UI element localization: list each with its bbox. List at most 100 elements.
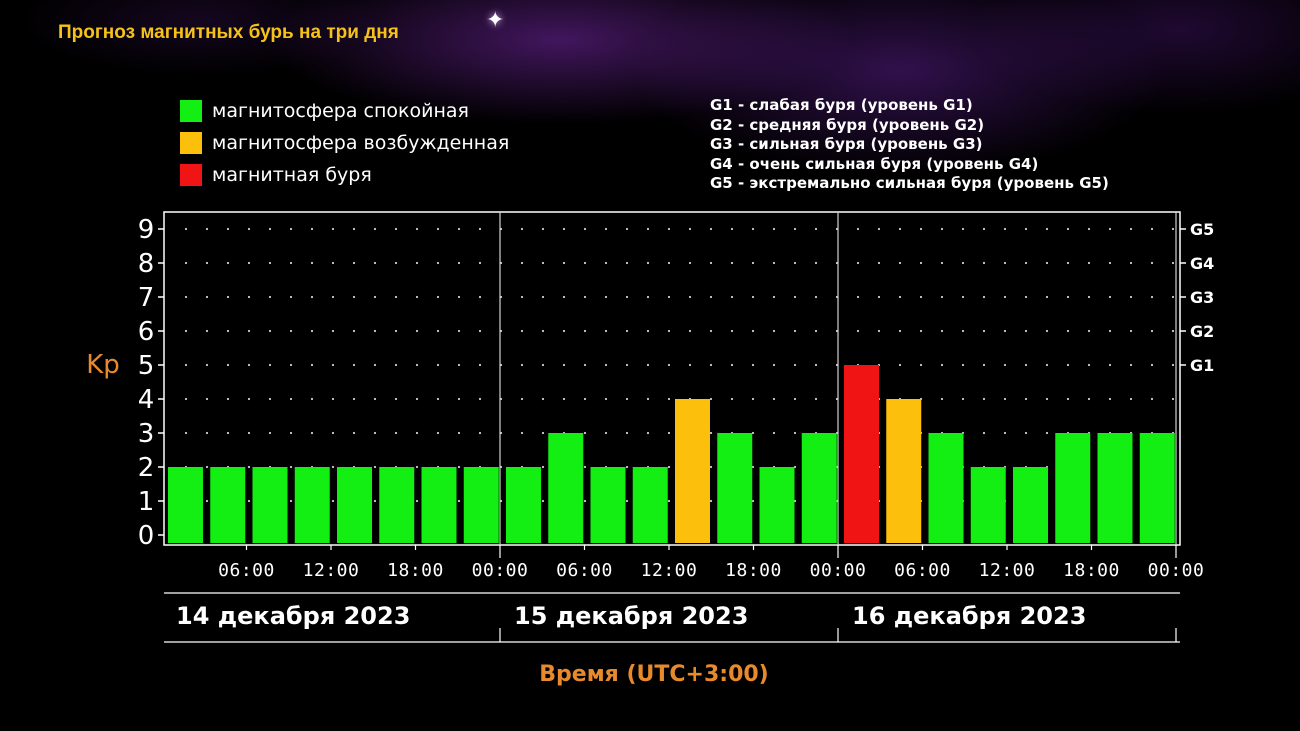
grid-dot <box>730 227 734 231</box>
grid-dot <box>394 329 398 333</box>
y-tick-label: 0 <box>138 521 155 551</box>
grid-dot <box>310 227 314 231</box>
g-level-g4: G4 - очень сильная буря (уровень G4) <box>710 154 1039 173</box>
grid-dot <box>436 227 440 231</box>
grid-dot <box>961 227 965 231</box>
sparkle-icon: ✦ <box>486 8 505 33</box>
grid-dot <box>1087 397 1091 401</box>
grid-dot <box>457 363 461 367</box>
kp-bar <box>548 433 584 543</box>
grid-dot <box>436 431 440 435</box>
grid-dot <box>646 431 650 435</box>
grid-dot <box>1024 261 1028 265</box>
grid-dot <box>1003 295 1007 299</box>
kp-bar <box>675 399 710 543</box>
grid-dot <box>205 261 209 265</box>
grid-dot <box>667 329 671 333</box>
kp-bar <box>844 365 879 543</box>
grid-dot <box>1024 329 1028 333</box>
grid-dot <box>688 295 692 299</box>
y-tick-label: 1 <box>138 487 155 517</box>
grid-dot <box>772 363 776 367</box>
grid-dot <box>205 295 209 299</box>
grid-dot <box>478 431 482 435</box>
grid-dot <box>814 295 818 299</box>
grid-dot <box>1171 397 1175 401</box>
grid-dot <box>1003 397 1007 401</box>
grid-dot <box>310 295 314 299</box>
g-level-g5: G5 - экстремально сильная буря (уровень … <box>710 174 1109 192</box>
grid-dot <box>667 227 671 231</box>
day-label: 16 декабря 2023 <box>852 602 1086 630</box>
grid-dot <box>667 397 671 401</box>
grid-dot <box>583 261 587 265</box>
grid-dot <box>667 465 671 469</box>
grid-dot <box>352 329 356 333</box>
grid-dot <box>520 261 524 265</box>
grid-dot <box>772 261 776 265</box>
grid-dot <box>982 431 986 435</box>
g-level-g3: G3 - сильная буря (уровень G3) <box>710 135 983 153</box>
grid-dot <box>1171 295 1175 299</box>
grid-dot <box>814 363 818 367</box>
grid-dot <box>247 227 251 231</box>
kp-bar <box>252 467 288 543</box>
y-tick-label: 3 <box>138 419 155 449</box>
kp-bar <box>970 467 1006 543</box>
g-axis-label: G4 <box>1190 254 1214 273</box>
grid-dot <box>604 397 608 401</box>
grid-dot <box>184 227 188 231</box>
grid-dot <box>814 397 818 401</box>
grid-dot <box>415 295 419 299</box>
grid-dot <box>1024 431 1028 435</box>
grid-dot <box>1108 363 1112 367</box>
grid-dot <box>373 295 377 299</box>
grid-dot <box>961 397 965 401</box>
grid-dot <box>1087 363 1091 367</box>
grid-dot <box>730 397 734 401</box>
grid-dot <box>247 295 251 299</box>
grid-dot <box>562 397 566 401</box>
grid-dot <box>352 261 356 265</box>
grid-dot <box>814 261 818 265</box>
grid-dot <box>583 295 587 299</box>
grid-dot <box>310 397 314 401</box>
grid-dot <box>1003 261 1007 265</box>
grid-dot <box>562 261 566 265</box>
grid-dot <box>583 397 587 401</box>
grid-dot <box>982 295 986 299</box>
grid-dot <box>205 499 209 503</box>
kp-bar <box>294 467 330 543</box>
grid-dot <box>373 465 377 469</box>
y-tick-label: 6 <box>138 317 155 347</box>
grid-dot <box>667 295 671 299</box>
x-tick-label: 18:00 <box>725 560 782 581</box>
grid-dot <box>625 397 629 401</box>
grid-dot <box>1066 295 1070 299</box>
y-tick-label: 8 <box>138 249 155 279</box>
grid-dot <box>184 261 188 265</box>
grid-dot <box>898 295 902 299</box>
grid-dot <box>604 329 608 333</box>
grid-dot <box>478 261 482 265</box>
grid-dot <box>1024 227 1028 231</box>
grid-dot <box>520 431 524 435</box>
kp-bar <box>379 467 415 543</box>
grid-dot <box>730 329 734 333</box>
grid-dot <box>919 363 923 367</box>
g-axis-label: G5 <box>1190 220 1214 239</box>
grid-dot <box>289 499 293 503</box>
grid-dot <box>604 363 608 367</box>
grid-dot <box>310 363 314 367</box>
grid-dot <box>394 295 398 299</box>
grid-dot <box>352 227 356 231</box>
grid-dot <box>184 329 188 333</box>
grid-dot <box>940 329 944 333</box>
g-axis-label: G3 <box>1190 288 1214 307</box>
grid-dot <box>268 261 272 265</box>
grid-dot <box>436 397 440 401</box>
grid-dot <box>520 363 524 367</box>
y-tick-label: 2 <box>138 453 155 483</box>
x-tick-label: 18:00 <box>1063 560 1120 581</box>
y-tick-label: 7 <box>138 283 155 313</box>
